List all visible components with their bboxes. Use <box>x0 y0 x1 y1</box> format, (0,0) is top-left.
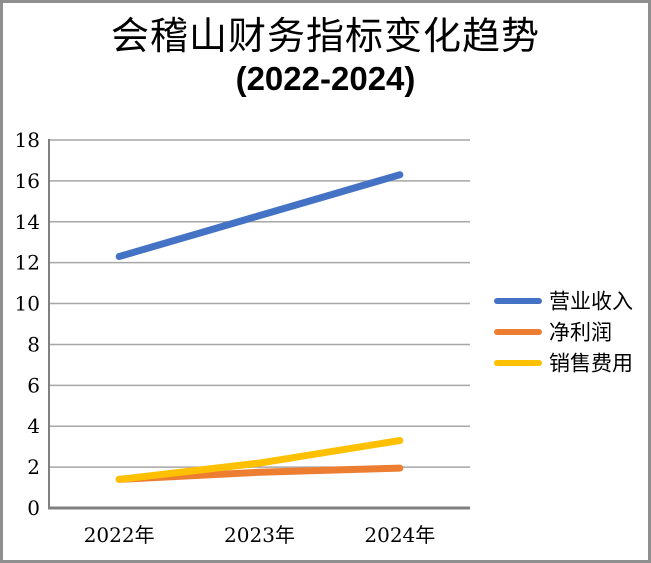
legend-label-revenue: 营业收入 <box>549 289 633 313</box>
y-axis-tick-label: 2 <box>27 455 40 479</box>
chart-title-line1: 会稽山财务指标变化趋势 <box>110 14 540 58</box>
y-axis-tick-label: 16 <box>15 169 40 193</box>
chart-title-line2: (2022-2024) <box>235 59 416 97</box>
revenue-line <box>115 171 404 261</box>
legend-label-selling-expenses: 销售费用 <box>549 351 633 375</box>
x-axis-tick-label: 2024年 <box>364 523 435 547</box>
y-axis-tick-label: 4 <box>27 414 40 438</box>
selling-expenses-line <box>115 437 404 483</box>
y-axis-tick-label: 6 <box>27 373 40 397</box>
chart-title: 会稽山财务指标变化趋势 (2022-2024) <box>3 14 648 97</box>
y-axis-tick-label: 14 <box>15 210 40 234</box>
y-axis-tick-label: 0 <box>27 496 40 520</box>
y-axis-tick-label: 8 <box>27 332 40 356</box>
legend-label-net-profit: 净利润 <box>549 320 612 344</box>
y-axis-tick-label: 18 <box>15 128 40 152</box>
y-axis-tick-label: 12 <box>15 251 40 275</box>
x-axis-tick-label: 2022年 <box>84 523 155 547</box>
y-axis-tick-label: 10 <box>15 292 40 316</box>
x-axis-tick-label: 2023年 <box>224 523 295 547</box>
line-chart: 0 2 4 6 8 10 12 14 16 18 2022年 2023年 2024年 营业收入净利润销售费… <box>15 128 633 547</box>
